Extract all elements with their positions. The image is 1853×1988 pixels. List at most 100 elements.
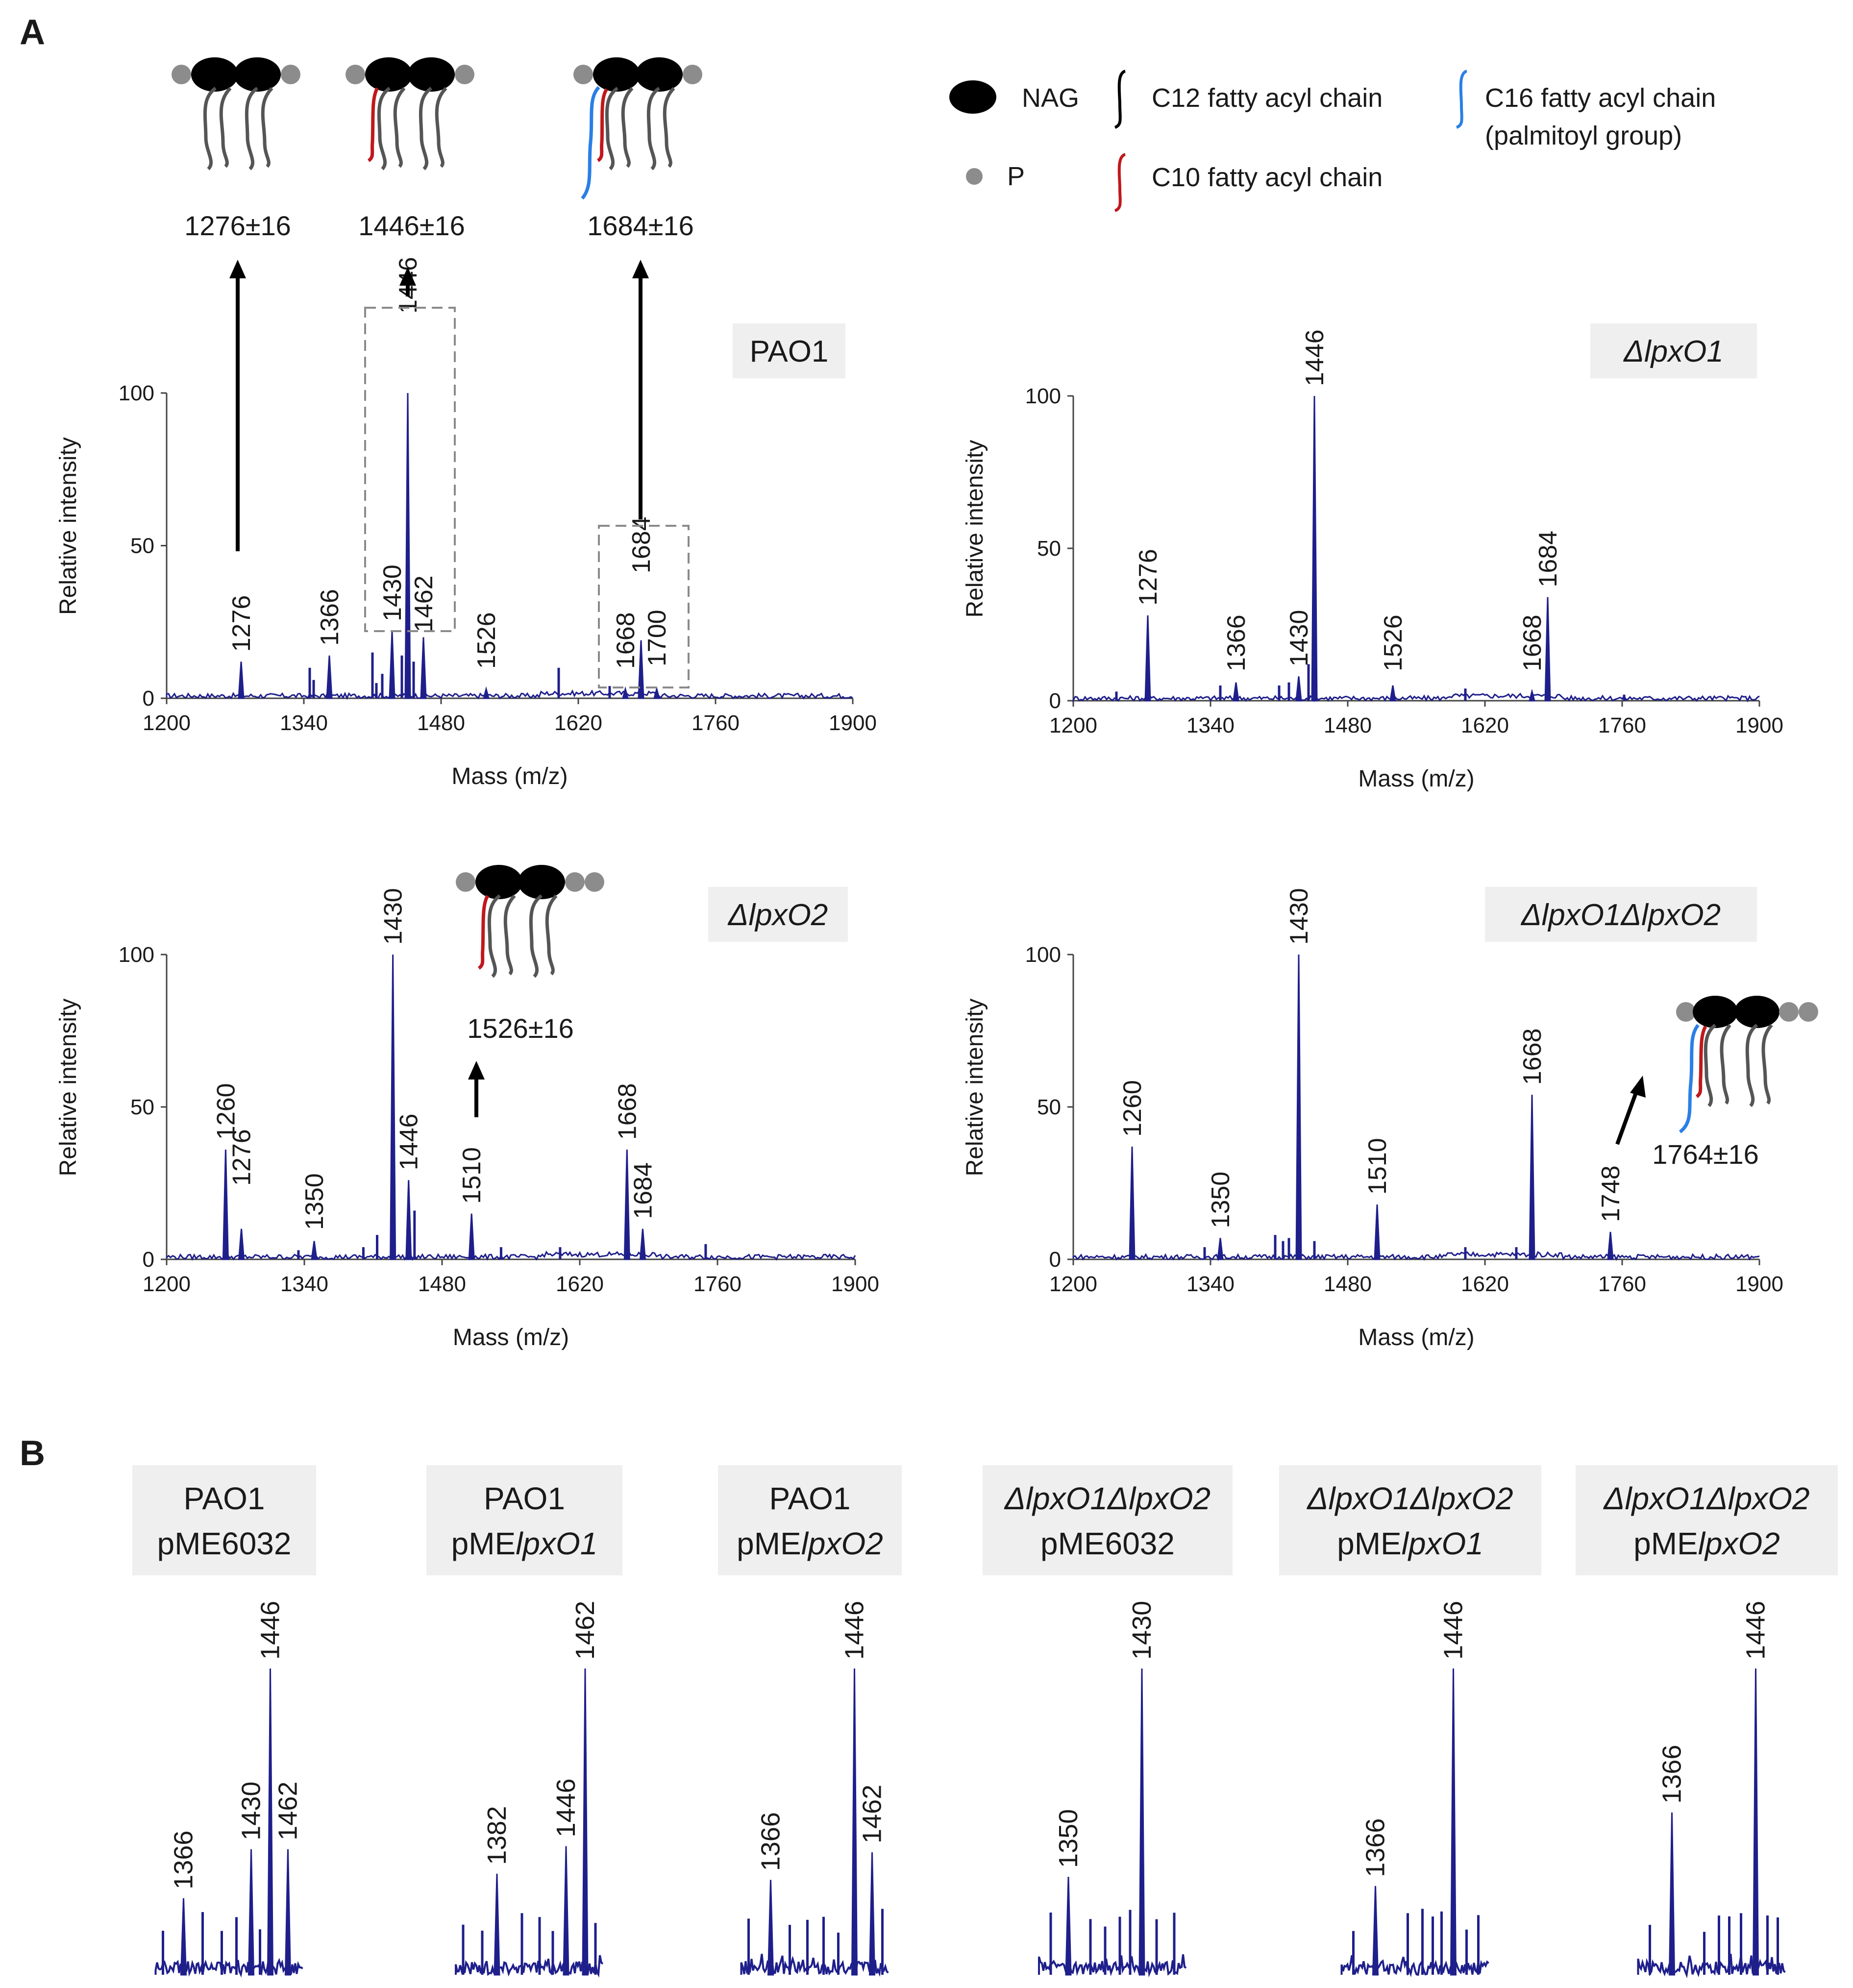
x-tick-label: 1620: [556, 1272, 604, 1296]
peak-1668: [623, 1150, 630, 1260]
peak-label-1430: 1430: [1285, 610, 1313, 667]
y-axis-title: Relative intensity: [55, 999, 81, 1177]
legend-c12-icon: [1114, 70, 1126, 129]
panel-b-plasmid-label: pME6032: [1040, 1526, 1175, 1561]
panel-b-plasmid-label: pMElpxO1: [1337, 1526, 1483, 1561]
strain-label: ΔlpxO2: [727, 898, 828, 932]
peak-label-1276: 1276: [227, 595, 256, 652]
legend-c16-icon: [1456, 70, 1468, 129]
panel-b-peak-1366: [1668, 1812, 1676, 1976]
panel-b-peak-label-1430: 1430: [237, 1782, 266, 1841]
legend-c16-sublabel: (palmitoyl group): [1485, 121, 1682, 150]
panel-b-peak-label-1350: 1350: [1054, 1809, 1083, 1868]
panel-b-peak-label-1366: 1366: [1361, 1818, 1390, 1877]
peak-label-1350: 1350: [1207, 1172, 1235, 1228]
peak-1668: [622, 686, 629, 699]
x-axis-title: Mass (m/z): [453, 1325, 569, 1350]
legend-phosphate-label: P: [1007, 162, 1025, 191]
peak-1700: [653, 686, 660, 699]
panel-b-peak-1350: [1065, 1876, 1072, 1976]
peak-label-1430: 1430: [1285, 888, 1313, 945]
panel-b-plasmid-gene: lpxO2: [801, 1526, 883, 1561]
spectrum-baseline: [166, 1251, 856, 1261]
legend-c12-label: C12 fatty acyl chain: [1152, 83, 1383, 113]
x-tick-label: 1760: [1598, 1272, 1646, 1296]
panel-b-peak-label-1462: 1462: [570, 1601, 600, 1660]
peak-label-1668: 1668: [612, 612, 640, 669]
panel-b-label-box: [1279, 1465, 1541, 1575]
peak-1430: [1295, 954, 1302, 1260]
peak-label-1430: 1430: [379, 888, 408, 945]
panel-b-peak-1462: [868, 1852, 876, 1976]
peak-label-1668: 1668: [1518, 614, 1547, 671]
panel-b-peak-label-1366: 1366: [169, 1831, 198, 1890]
y-tick-label: 50: [130, 534, 154, 558]
panel-b-baseline: [1340, 1955, 1489, 1978]
x-tick-label: 1200: [143, 711, 191, 735]
panel-b-strain-label: PAO1: [769, 1481, 851, 1516]
strain-label-box: [1590, 323, 1757, 378]
panel-b-peak-1446: [851, 1668, 858, 1976]
highlight-box-1446: [364, 307, 456, 632]
panel-b-peak-label-1446: 1446: [1741, 1601, 1771, 1660]
peak-label-1462: 1462: [410, 575, 438, 632]
y-tick-label: 0: [143, 687, 154, 711]
panel-b-baseline: [740, 1954, 889, 1977]
panel-b-label-box: [718, 1465, 902, 1575]
panel-b-spectrum-3: PAO1 pMElpxO2 1366 1446 1462: [718, 1465, 902, 1977]
peak-1684: [639, 1228, 646, 1260]
peak-1446: [1311, 395, 1318, 702]
panel-b-peak-1462: [582, 1668, 589, 1976]
structure-label-1526: 1526±16: [467, 1013, 574, 1044]
x-tick-label: 1900: [831, 1272, 879, 1296]
lipid-a-structure-1684: [573, 57, 702, 200]
panel-b-plasmid-label: pMElpxO2: [737, 1526, 883, 1561]
x-axis-title: Mass (m/z): [1358, 766, 1474, 792]
x-tick-label: 1480: [417, 711, 465, 735]
peak-label-1510: 1510: [458, 1147, 486, 1204]
spectrum-chart-lpxo1: ΔlpxO1 1200 1340 1480 1620 1760 1900 0 50 100 Mass…: [962, 323, 1783, 792]
peak-1668: [1529, 688, 1535, 702]
y-tick-label: 100: [1025, 384, 1061, 408]
x-tick-label: 1200: [143, 1272, 191, 1296]
peak-label-1684: 1684: [629, 1162, 657, 1219]
peak-label-1276: 1276: [1134, 549, 1162, 606]
spectrum-chart-pao1: PAO1 1200 1340 1480 1620 1760 1900 0 50 100 Mass (…: [55, 257, 877, 789]
peak-label-1668: 1668: [613, 1083, 642, 1140]
x-tick-label: 1200: [1049, 1272, 1097, 1296]
panel-b-baseline: [1038, 1954, 1187, 1978]
panel-b-label: B: [20, 1434, 45, 1473]
panel-b-strain-label: PAO1: [184, 1481, 265, 1516]
x-tick-label: 1340: [1186, 1272, 1235, 1296]
peak-label-1260: 1260: [212, 1083, 240, 1140]
x-tick-label: 1480: [1324, 713, 1372, 737]
peak-1462: [420, 637, 427, 699]
panel-b-plasmid-gene: lpxO2: [1698, 1526, 1780, 1561]
peak-label-1430: 1430: [378, 564, 407, 621]
panel-b-plasmid-prefix: pME6032: [1040, 1526, 1175, 1561]
panel-b-plasmid-gene: lpxO1: [1402, 1526, 1483, 1561]
x-tick-label: 1620: [554, 711, 602, 735]
x-tick-label: 1900: [1735, 713, 1783, 737]
panel-b-strain-italic: ΔlpxO1ΔlpxO2: [1306, 1481, 1513, 1516]
panel-b-plasmid-label: pMElpxO1: [451, 1526, 598, 1561]
panel-a-label: A: [20, 13, 45, 52]
lipid-a-structure-1526: [456, 865, 604, 978]
strain-label-box: [708, 887, 848, 942]
y-tick-label: 100: [1025, 943, 1061, 967]
panel-b-peak-label-1462: 1462: [858, 1785, 887, 1843]
legend-c10-icon: [1114, 153, 1126, 212]
peak-label-1510: 1510: [1363, 1138, 1392, 1195]
panel-b-plasmid-gene: lpxO1: [516, 1526, 597, 1561]
x-tick-label: 1900: [829, 711, 877, 735]
peak-label-1366: 1366: [1222, 614, 1251, 671]
x-tick-label: 1480: [418, 1272, 466, 1296]
x-tick-label: 1200: [1049, 713, 1097, 737]
panel-b-plasmid-prefix: pME: [451, 1526, 516, 1561]
structure-label-1446: 1446±16: [358, 210, 465, 241]
peak-1748: [1607, 1231, 1614, 1260]
peak-1350: [311, 1241, 318, 1260]
y-tick-label: 0: [1049, 1248, 1061, 1272]
panel-b-plasmid-label: pMElpxO2: [1633, 1526, 1780, 1561]
panel-b-peak-1366: [180, 1898, 187, 1976]
